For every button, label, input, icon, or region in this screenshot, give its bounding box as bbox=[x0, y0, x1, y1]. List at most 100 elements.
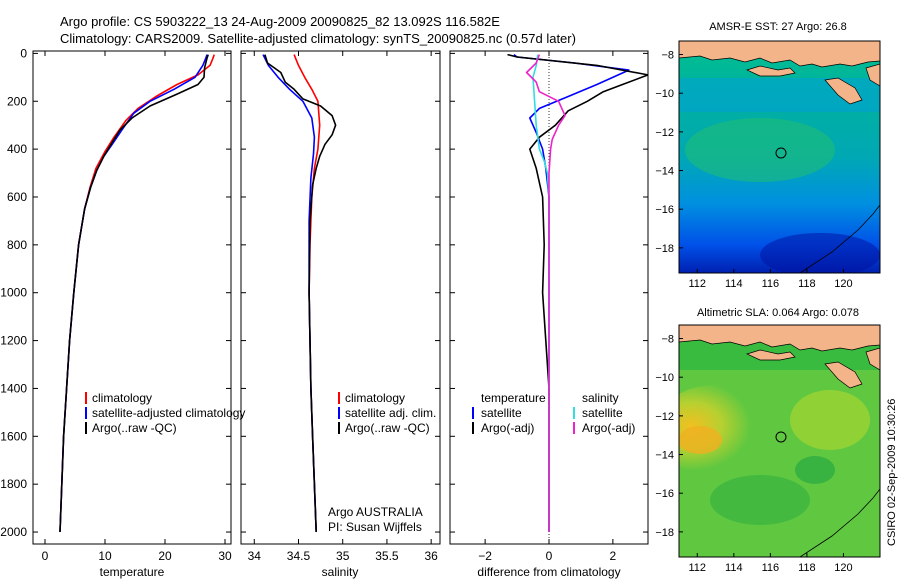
legend-label-sal-argo: Argo(-adj) bbox=[582, 421, 635, 435]
credit-argo-australia: Argo AUSTRALIA bbox=[328, 505, 423, 519]
map-x-tick-label: 114 bbox=[725, 562, 743, 574]
sla-map: Altimetric SLA: 0.064 Argo: 0.078 112 114… bbox=[655, 307, 881, 574]
x-tick-label: 10 bbox=[98, 549, 112, 563]
y-tick-label: 1600 bbox=[0, 429, 27, 443]
x-tick-label: 34 bbox=[248, 549, 262, 563]
sst-argo-marker bbox=[775, 147, 787, 159]
y-tick-label: 0 bbox=[20, 46, 27, 60]
difference-legend: temperature satellite Argo(-adj) salinit… bbox=[472, 391, 635, 435]
map-y-tick-label: −16 bbox=[655, 488, 674, 500]
map-y-tick-label: −14 bbox=[655, 450, 674, 462]
sla-field-green bbox=[710, 475, 810, 525]
salinity-legend: climatology satellite adj. clim. Argo(..… bbox=[338, 391, 436, 435]
map-x-tick-label: 112 bbox=[688, 562, 706, 574]
series-line-temperature-satellite bbox=[513, 53, 630, 532]
sst-land-north bbox=[679, 41, 880, 68]
sla-field-yellow bbox=[790, 390, 870, 450]
timestamp: CSIRO 02-Sep-2009 10:30:26 bbox=[886, 399, 898, 546]
x-tick-label: 0 bbox=[546, 549, 553, 563]
temperature-axes-box bbox=[32, 50, 232, 545]
series-line-argo-raw-qc bbox=[264, 54, 337, 533]
series-line-salinity-argo-adj bbox=[525, 54, 566, 532]
sst-map-frame bbox=[678, 40, 881, 274]
map-x-tick-label: 120 bbox=[834, 278, 852, 290]
y-tick-label: 1200 bbox=[0, 334, 27, 348]
map-y-tick-label: −12 bbox=[655, 411, 674, 423]
x-tick-label: 36 bbox=[424, 549, 438, 563]
temperature-panel: 0 10 20 30 0 200 400 600 800 1000 1200 1400 1600 1800… bbox=[0, 46, 245, 579]
series-line-temperature-argo-adj bbox=[507, 53, 648, 532]
series-line-climatology bbox=[293, 54, 321, 533]
sla-coastline-australia bbox=[799, 488, 880, 557]
header-title-line1: Argo profile: CS 5903222_13 24-Aug-2009 … bbox=[60, 14, 500, 29]
sst-field-cold bbox=[760, 233, 880, 273]
y-tick-label: 2000 bbox=[0, 525, 27, 539]
map-x-tick-label: 116 bbox=[762, 562, 780, 574]
salinity-series bbox=[262, 54, 337, 533]
series-line-satellite-adj-clim bbox=[262, 54, 317, 533]
map-y-tick-label: −8 bbox=[661, 50, 674, 62]
sla-land-timor bbox=[865, 347, 880, 371]
legend-label-climatology: climatology bbox=[345, 391, 405, 405]
sst-land-timor bbox=[865, 63, 880, 87]
difference-series bbox=[507, 51, 648, 544]
sla-field-low bbox=[795, 456, 835, 484]
sst-coastline-australia bbox=[799, 204, 880, 273]
temperature-ticks: 0 10 20 30 0 200 400 600 800 1000 1200 1400 1600 1800… bbox=[0, 46, 232, 563]
sla-land-north bbox=[679, 325, 880, 352]
sla-map-title: Altimetric SLA: 0.064 Argo: 0.078 bbox=[697, 307, 859, 319]
sst-map: AMSR-E SST: 27 Argo: 26.8 112 114 116 118 12… bbox=[655, 21, 881, 290]
credit-pi: PI: Susan Wijffels bbox=[328, 520, 422, 534]
map-x-tick-label: 118 bbox=[798, 562, 816, 574]
temperature-legend: climatology satellite-adjusted climatolo… bbox=[85, 391, 245, 435]
map-y-tick-label: −12 bbox=[655, 127, 674, 139]
sla-land-sumba bbox=[824, 361, 863, 389]
x-tick-label: 0 bbox=[42, 549, 49, 563]
map-x-tick-label: 120 bbox=[834, 562, 852, 574]
y-tick-label: 1800 bbox=[0, 477, 27, 491]
header-title-line2: Climatology: CARS2009. Satellite-adjuste… bbox=[60, 31, 576, 46]
salinity-axes-box bbox=[240, 50, 441, 545]
sst-map-title: AMSR-E SST: 27 Argo: 26.8 bbox=[709, 21, 847, 33]
difference-panel: −2 0 2 difference from climatology tempera… bbox=[449, 50, 649, 579]
legend-label-satellite-adj: satellite adj. clim. bbox=[345, 406, 436, 420]
map-x-tick-label: 116 bbox=[762, 278, 780, 290]
legend-label-argo: Argo(..raw -QC) bbox=[345, 421, 430, 435]
series-line-salinity-satellite bbox=[532, 54, 550, 532]
series-line-climatology bbox=[59, 54, 215, 533]
x-tick-label: −2 bbox=[478, 549, 492, 563]
series-line-argo-raw-qc bbox=[59, 54, 209, 533]
map-y-tick-label: −10 bbox=[655, 372, 674, 384]
salinity-xlabel: salinity bbox=[322, 565, 359, 579]
legend-label-sal-satellite: satellite bbox=[582, 406, 623, 420]
sla-map-frame bbox=[678, 324, 881, 558]
y-tick-label: 600 bbox=[7, 190, 27, 204]
x-tick-label: 20 bbox=[158, 549, 172, 563]
sst-land-sumbawa bbox=[746, 65, 796, 77]
legend-label-argo: Argo(..raw -QC) bbox=[92, 421, 177, 435]
y-tick-label: 800 bbox=[7, 238, 27, 252]
sst-map-ticks: 112 114 116 118 120 −8 −10 −12 −14 −16 −18 bbox=[655, 50, 852, 290]
map-x-tick-label: 118 bbox=[798, 278, 816, 290]
sla-map-field bbox=[679, 325, 880, 557]
y-tick-label: 1400 bbox=[0, 381, 27, 395]
x-tick-label: 34.5 bbox=[287, 549, 311, 563]
legend-label-temp-argo: Argo(-adj) bbox=[481, 421, 534, 435]
series-line-satellite-adjusted-climatology bbox=[59, 54, 208, 533]
map-y-tick-label: −18 bbox=[655, 243, 674, 255]
temperature-xlabel: temperature bbox=[100, 565, 165, 579]
sla-land-sumbawa bbox=[746, 349, 796, 361]
legend-title-temperature: temperature bbox=[481, 391, 546, 405]
sst-land-sumba bbox=[824, 77, 863, 105]
temperature-series bbox=[59, 54, 215, 533]
salinity-panel: 34 34.5 35 35.5 36 salinity climatology sate… bbox=[240, 50, 441, 579]
map-y-tick-label: −8 bbox=[661, 334, 674, 346]
sla-map-ticks: 112 114 116 118 120 −8 −10 −12 −14 −16 −18 bbox=[655, 334, 852, 574]
map-x-tick-label: 112 bbox=[688, 278, 706, 290]
x-tick-label: 30 bbox=[218, 549, 232, 563]
difference-xlabel: difference from climatology bbox=[477, 565, 620, 579]
map-y-tick-label: −16 bbox=[655, 204, 674, 216]
sst-field-patch bbox=[685, 118, 835, 182]
map-y-tick-label: −10 bbox=[655, 88, 674, 100]
